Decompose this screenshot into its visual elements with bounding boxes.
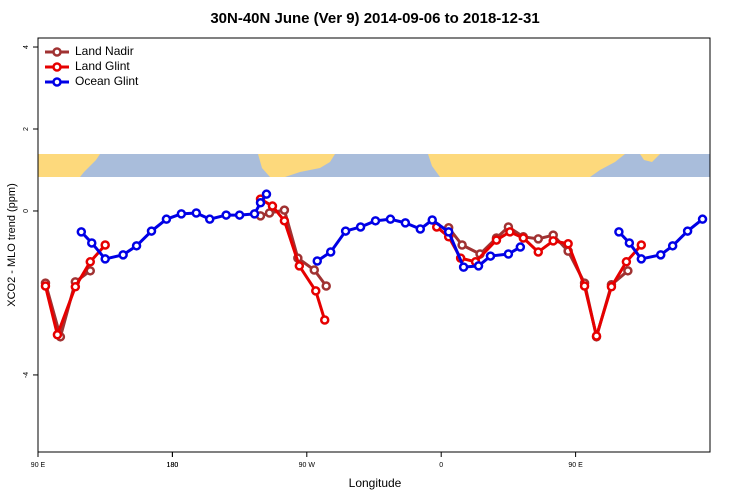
x-tick-label: 90 E — [568, 462, 583, 469]
data-point — [458, 262, 469, 272]
data-point — [400, 218, 411, 228]
series-line — [44, 208, 629, 339]
data-point — [255, 198, 266, 208]
data-point — [563, 239, 573, 249]
series-line — [80, 193, 704, 269]
data-point — [279, 216, 290, 226]
data-point — [161, 214, 172, 224]
data-point — [204, 214, 215, 224]
data-point — [624, 238, 635, 248]
data-point — [370, 216, 381, 226]
data-point — [623, 266, 633, 276]
data-point — [473, 261, 484, 271]
x-tick-label: 90 W — [299, 462, 316, 469]
data-point — [261, 189, 272, 199]
data-point — [667, 241, 678, 251]
x-tick-label: 180 — [167, 462, 179, 469]
data-point — [682, 226, 693, 236]
legend-marker — [52, 47, 62, 57]
data-point — [636, 254, 647, 264]
data-point — [234, 210, 245, 220]
x-tick-label: 90 E — [31, 462, 46, 469]
data-point — [76, 227, 87, 237]
data-point — [548, 236, 558, 246]
data-point — [533, 247, 544, 257]
data-point — [697, 214, 708, 224]
data-point — [614, 227, 624, 237]
data-point — [591, 331, 602, 341]
legend-label: Land Glint — [75, 59, 130, 73]
data-point — [191, 208, 202, 218]
data-point — [579, 281, 590, 291]
y-tick-label: 2 — [23, 127, 30, 131]
legend-label: Land Nadir — [75, 44, 134, 58]
data-point — [355, 222, 366, 232]
chart-title: 30N-40N June (Ver 9) 2014-09-06 to 2018-… — [210, 10, 539, 27]
data-point — [515, 242, 526, 252]
data-point — [294, 261, 305, 271]
data-point — [131, 241, 142, 251]
data-point — [319, 315, 330, 325]
data-point — [279, 205, 290, 215]
data-point — [533, 234, 544, 244]
data-point — [518, 233, 529, 243]
data-point — [606, 282, 617, 292]
data-point — [100, 240, 110, 250]
data-point — [503, 249, 514, 259]
y-tick-label: -4 — [23, 372, 30, 378]
data-point — [340, 226, 351, 236]
data-point — [221, 210, 231, 220]
data-point — [427, 215, 437, 225]
data-point — [636, 240, 647, 250]
data-point — [249, 209, 260, 219]
data-point — [415, 224, 426, 234]
data-point — [655, 250, 666, 260]
legend-label: Ocean Glint — [75, 74, 139, 88]
data-point — [325, 247, 336, 257]
data-point — [87, 238, 97, 248]
data-point — [621, 257, 632, 267]
data-point — [100, 254, 110, 264]
data-point — [312, 256, 323, 266]
data-point — [70, 282, 81, 292]
data-point — [491, 235, 502, 245]
legend-marker — [52, 77, 62, 87]
data-point — [311, 286, 321, 296]
data-point — [52, 330, 63, 340]
y-tick-label: 4 — [23, 45, 30, 49]
x-tick-label: 180 — [167, 462, 179, 469]
data-point — [485, 251, 496, 261]
data-point — [443, 227, 454, 237]
legend-marker — [52, 62, 62, 72]
data-point — [40, 281, 51, 291]
data-point — [118, 250, 128, 260]
data-point — [176, 209, 187, 219]
data-point — [505, 227, 515, 237]
data-point — [457, 240, 467, 250]
y-axis-label: XCO2 - MLO trend (ppm) — [6, 183, 18, 306]
series-line — [44, 197, 643, 338]
x-tick-label: 0 — [439, 462, 443, 469]
data-point — [321, 281, 331, 291]
data-point — [267, 201, 278, 211]
data-point — [85, 257, 96, 267]
data-point — [85, 266, 96, 276]
map-strip — [38, 154, 710, 177]
data-point — [146, 226, 157, 236]
data-point — [309, 265, 320, 275]
data-point — [385, 214, 396, 224]
plot-frame — [37, 37, 711, 453]
x-axis-label: Longitude — [349, 476, 402, 490]
y-tick-label: 0 — [23, 209, 30, 213]
